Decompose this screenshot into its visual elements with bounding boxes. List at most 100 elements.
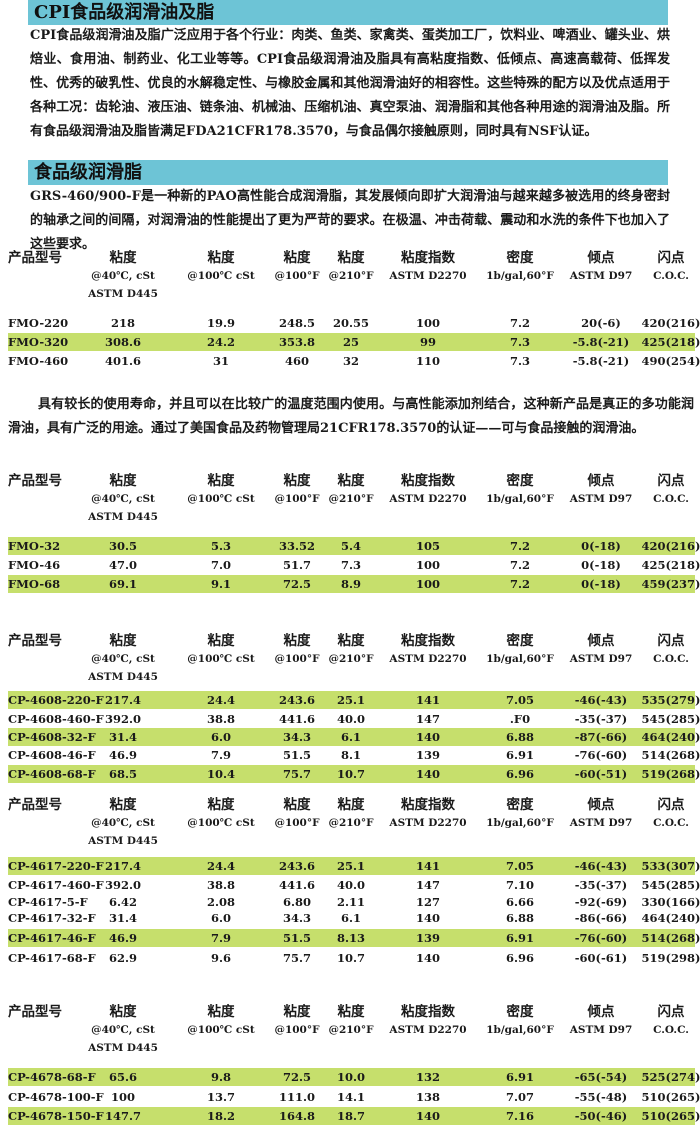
column-subtitle: ASTM D97 [569,817,633,829]
column-subtitle: C.O.C. [653,817,689,829]
table-cell: 425(218) [641,335,700,349]
column-title: 粘度 [109,633,137,649]
column-header: 倾点 ASTM D97 [570,472,633,508]
table-row: FMO-46 47.0 7.0 51.7 7.3 100 7.2 0(-18) 425(218) [8,556,700,574]
column-subtitle: ASTM D445 [88,511,158,523]
column-title: 粘度 [109,1004,137,1020]
table-cell: 6.80 [282,895,312,909]
column-title: 闪点 [657,633,685,649]
product-model: FMO-460 [8,354,69,368]
column-header: 产品型号 [8,249,62,267]
table-cell: 9.1 [210,577,232,591]
table-cell: 38.8 [206,712,236,726]
table-cell: 6.91 [505,1070,535,1084]
table-cell: 110 [415,354,441,368]
column-title: 倾点 [587,797,615,813]
column-header: 粘度 @210°F [328,249,373,285]
table-cell: 32 [342,354,360,368]
column-header: 粘度 @100°F [274,1003,319,1039]
table-cell: 33.52 [278,539,316,553]
column-title: 闪点 [657,250,685,266]
column-subtitle: @100℃ cSt [187,270,255,282]
table-cell: 140 [415,1109,441,1123]
table-cell: 40.0 [336,878,366,892]
table-cell: 459(237) [641,577,700,591]
table-cell: 14.1 [336,1090,366,1104]
column-header: 粘度 @100°F [274,472,319,508]
table-row: CP-4608-68-F 68.5 10.4 75.7 10.7 140 6.96 -60(-… [8,765,700,783]
column-header: 密度 1b/gal,60°F [486,472,554,508]
table-cell: 164.8 [278,1109,316,1123]
table-cell: -76(-60) [574,931,628,945]
column-header: 粘度 @210°F [328,1003,373,1039]
product-model: CP-4608-68-F [8,767,96,781]
table-row: FMO-68 69.1 9.1 72.5 8.9 100 7.2 0(-18) 459(237) [8,575,700,593]
column-subtitle: @100℃ cSt [187,817,255,829]
product-model: FMO-32 [8,539,61,553]
table-cell: 75.7 [282,767,312,781]
table-row: CP-4608-32-F 31.4 6.0 34.3 6.1 140 6.88 -87(-66… [8,728,700,746]
section-intro-text: CPI食品级润滑油及脂广泛应用于各个行业：肉类、鱼类、家禽类、蛋类加工厂，饮料业… [30,28,670,139]
table-cell: 401.6 [104,354,142,368]
table-cell: 7.07 [505,1090,535,1104]
column-header: 闪点 C.O.C. [653,249,689,285]
table-cell: -92(-69) [574,895,628,909]
table-cell: 100 [415,316,441,330]
column-title: 粘度 [207,473,235,489]
table-cell: 6.91 [505,748,535,762]
product-model: FMO-68 [8,577,61,591]
column-subtitle: 1b/gal,60°F [486,653,554,665]
table-cell: -46(-43) [574,693,628,707]
column-header: 粘度指数 ASTM D2270 [389,632,466,668]
product-model: CP-4617-68-F [8,951,96,965]
table-cell: -5.8(-21) [572,354,630,368]
column-title: 粘度 [207,1004,235,1020]
column-title: 粘度指数 [401,1004,455,1020]
table-cell: 7.05 [505,693,535,707]
table-cell: 218 [110,316,136,330]
table-cell: 7.3 [509,335,531,349]
column-title: 产品型号 [8,633,62,649]
column-subtitle: ASTM D445 [88,671,158,683]
column-title: 产品型号 [8,1004,62,1020]
table-cell: 7.2 [509,316,531,330]
column-header: 密度 1b/gal,60°F [486,632,554,668]
table-cell: 8.9 [340,577,362,591]
column-title: 粘度 [207,633,235,649]
table-cell: 10.0 [336,1070,366,1084]
table-cell: 514(268) [641,931,700,945]
table-cell: 6.1 [340,911,362,925]
table-cell: 425(218) [641,558,700,572]
table-cell: 420(216) [641,539,700,553]
column-header: 密度 1b/gal,60°F [486,249,554,285]
column-subtitle: @100°F [274,270,320,282]
column-title: 产品型号 [8,250,62,266]
table-cell: 510(265) [641,1109,700,1123]
column-title: 粘度 [283,1004,311,1020]
table-cell: 308.6 [104,335,142,349]
table-cell: 525(274) [641,1070,700,1084]
table-cell: 111.0 [278,1090,316,1104]
table-cell: 18.7 [336,1109,366,1123]
table-cell: 0(-18) [581,577,621,591]
column-title: 粘度 [337,1004,365,1020]
column-header: 粘度 @210°F [328,632,373,668]
table-cell: 2.11 [336,895,366,909]
table-row: CP-4617-5-F 6.42 2.08 6.80 2.11 127 6.66 -92(-6… [8,893,700,911]
table-row: CP-4617-68-F 62.9 9.6 75.7 10.7 140 6.96 -60(-6… [8,949,700,967]
table-cell: 62.9 [108,951,138,965]
product-model: FMO-320 [8,335,69,349]
column-title: 闪点 [657,797,685,813]
table-cell: 441.6 [278,878,316,892]
column-subtitle: 1b/gal,60°F [486,817,554,829]
column-subtitle: @210°F [328,270,374,282]
table-cell: 140 [415,951,441,965]
table-cell: 420(216) [641,316,700,330]
table-cell: 5.4 [340,539,362,553]
table-cell: 8.1 [340,748,362,762]
table-cell: 535(279) [641,693,700,707]
table-cell: 7.9 [210,748,232,762]
column-title: 密度 [506,250,534,266]
column-subtitle: ASTM D2270 [389,817,467,829]
column-title: 倾点 [587,633,615,649]
